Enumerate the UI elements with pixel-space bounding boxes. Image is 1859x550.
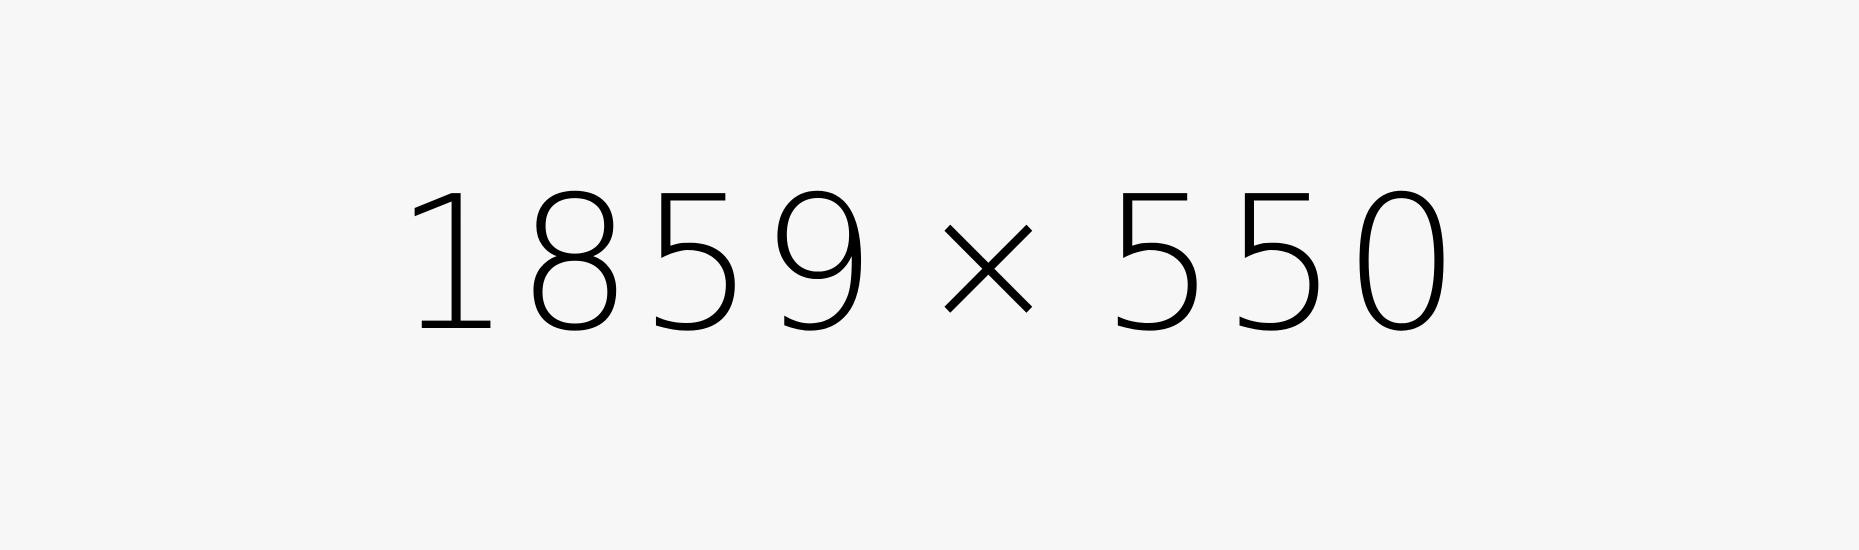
dimension-label: 1859 × 550 xyxy=(0,155,1859,372)
width-value: 1859 xyxy=(394,155,882,372)
height-value: 550 xyxy=(1099,155,1465,372)
times-symbol: × xyxy=(917,165,1064,363)
